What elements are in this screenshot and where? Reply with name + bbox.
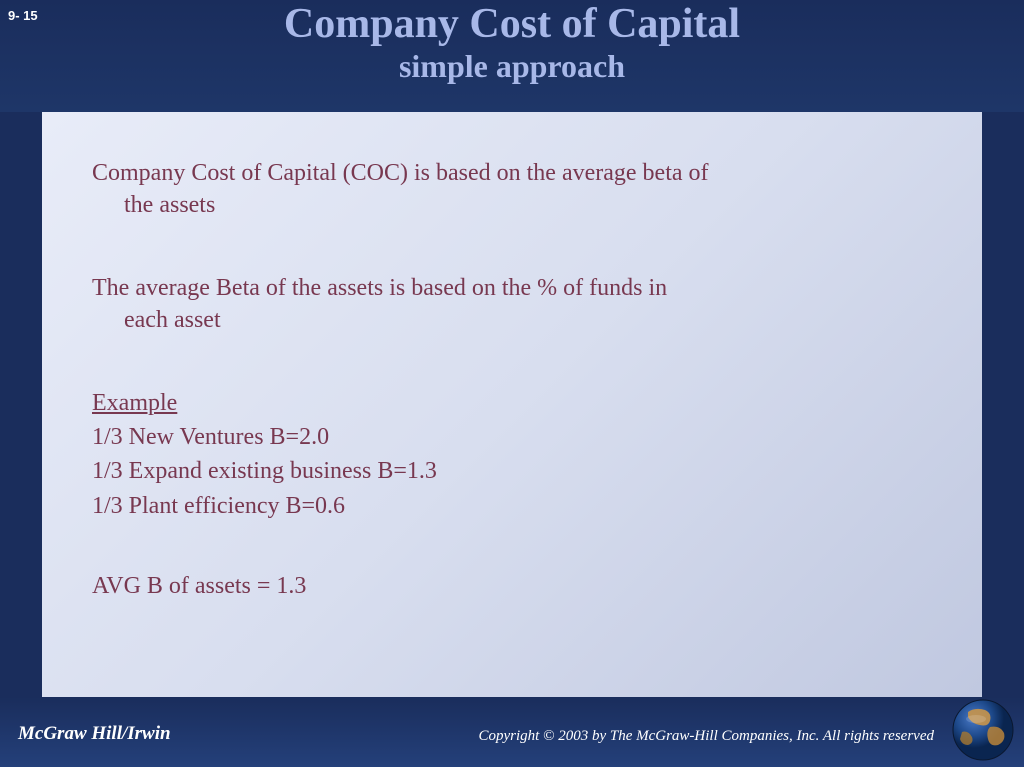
slide-subtitle: simple approach [0,48,1024,85]
example-line-1: 1/3 New Ventures B=2.0 [92,421,942,453]
slide-title: Company Cost of Capital [0,0,1024,46]
footer-copyright: Copyright © 2003 by The McGraw-Hill Comp… [478,728,934,745]
example-block: Example 1/3 New Ventures B=2.0 1/3 Expan… [92,387,942,603]
avg-line: AVG B of assets = 1.3 [92,570,942,602]
example-line-3: 1/3 Plant efficiency B=0.6 [92,490,942,522]
footer-publisher: McGraw Hill/Irwin [18,723,171,745]
example-line-2: 1/3 Expand existing business B=1.3 [92,455,942,487]
paragraph-1: Company Cost of Capital (COC) is based o… [92,157,942,222]
content-area: Company Cost of Capital (COC) is based o… [42,112,982,697]
para2-line1: The average Beta of the assets is based … [92,275,667,301]
para2-line2: each asset [92,307,221,333]
paragraph-2: The average Beta of the assets is based … [92,272,942,337]
para1-line2: the assets [92,192,215,218]
slide-header: 9- 15 Company Cost of Capital simple app… [0,0,1024,112]
globe-icon [950,697,1016,763]
para1-line1: Company Cost of Capital (COC) is based o… [92,160,709,186]
slide-footer: McGraw Hill/Irwin Copyright © 2003 by Th… [0,697,1024,767]
example-label: Example [92,387,942,419]
slide-number: 9- 15 [8,8,38,23]
